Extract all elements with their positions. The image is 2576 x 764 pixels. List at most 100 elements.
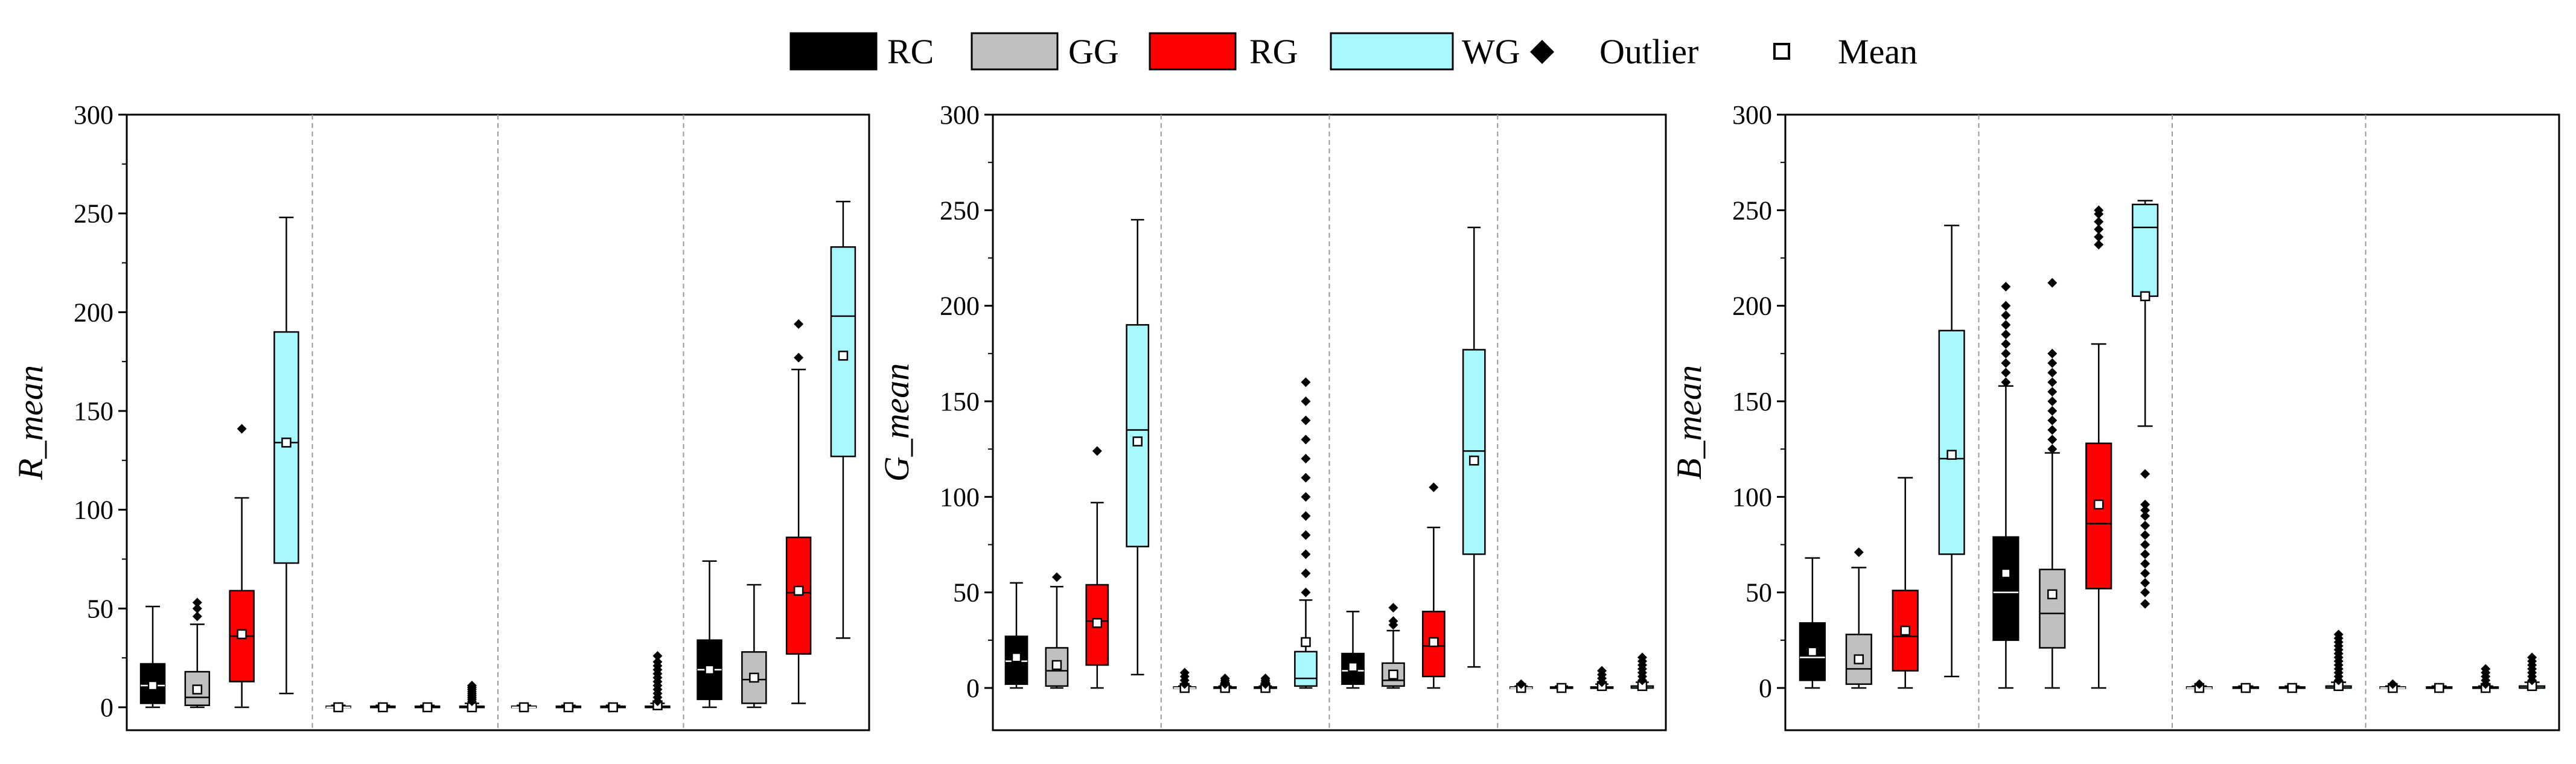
outlier-point (794, 319, 804, 329)
box-gg-group-4 (1549, 683, 1573, 693)
box-gg-group-2 (370, 702, 396, 713)
box-iqr (2085, 442, 2112, 590)
outlier-point (2047, 377, 2058, 387)
box-wg-group-2 (459, 680, 485, 713)
outlier-point (2001, 310, 2011, 320)
legend: RC GG RG WG Outlier Mean (789, 32, 1918, 71)
box-gg-group-2 (2039, 278, 2066, 689)
outlier-point (2001, 301, 2011, 311)
outlier-point (2140, 505, 2150, 515)
outlier-point (1220, 673, 1230, 684)
outlier-point (1301, 492, 1311, 502)
box-iqr (1992, 536, 2020, 641)
box-gg-group-4 (741, 584, 767, 708)
box-wg-group-2 (1294, 377, 1318, 689)
y-tick-label: 300 (940, 100, 980, 130)
mean-marker (1468, 455, 1479, 466)
outlier-point (1301, 587, 1311, 597)
box-rc-group-1 (1799, 557, 1826, 689)
mean-marker (147, 680, 158, 691)
box-wg-group-1 (1938, 224, 1965, 678)
box-rg-group-3 (600, 702, 626, 713)
outlier-point (2140, 559, 2150, 569)
mean-marker (2001, 568, 2011, 579)
y-tick-label: 150 (940, 387, 980, 416)
mean-marker (378, 702, 388, 713)
outlier-point (2047, 415, 2058, 425)
mean-marker (2047, 589, 2058, 600)
outlier-point (1301, 530, 1311, 540)
legend-label-mean: Mean (1838, 32, 1918, 71)
mean-marker (237, 629, 247, 640)
outlier-point (2001, 377, 2011, 387)
y-tick-label: 200 (940, 291, 980, 321)
box-wg-group-1 (273, 216, 299, 695)
outlier-diamond-icon (1530, 40, 1554, 64)
outlier-point (2047, 358, 2058, 368)
legend-label-rc: RC (887, 32, 934, 71)
outlier-point (1597, 666, 1607, 676)
outlier-point (2047, 396, 2058, 406)
outlier-point (1260, 673, 1270, 684)
box-rg-group-2 (414, 702, 441, 713)
outlier-point (2094, 224, 2104, 234)
outlier-point (2001, 320, 2011, 330)
outlier-point (1388, 603, 1398, 613)
outlier-point (794, 352, 804, 363)
y-tick-label: 0 (1759, 673, 1772, 703)
outlier-point (2140, 599, 2150, 609)
box-rc-group-2 (1992, 282, 2020, 689)
box-rc-group-2 (325, 702, 351, 713)
box-rg-group-4 (2472, 664, 2499, 693)
mean-marker (2140, 291, 2150, 302)
outlier-point (192, 603, 202, 614)
outlier-point (2140, 540, 2150, 550)
y-tick-label: 300 (74, 100, 113, 130)
box-rc-group-4 (697, 560, 722, 708)
outlier-point (652, 651, 663, 661)
outlier-point (1092, 446, 1102, 456)
mean-marker (281, 438, 292, 448)
outlier-point (1301, 377, 1311, 387)
box-wg-group-1 (1126, 218, 1150, 676)
box-gg-group-3 (1382, 603, 1405, 689)
outlier-point (2001, 282, 2011, 291)
box-rg-group-2 (1254, 673, 1277, 693)
outlier-point (2333, 629, 2344, 640)
box-rc-group-1 (1004, 582, 1028, 689)
y-tick-label: 100 (74, 495, 113, 525)
outlier-point (2481, 664, 2491, 674)
mean-marker (518, 702, 529, 713)
mean-marker (749, 672, 759, 683)
outlier-point (652, 657, 663, 667)
outlier-point (2001, 368, 2011, 378)
chart-panel-2: 0 50 100 150 200 250 300 G_mean (877, 100, 1667, 731)
box-rc-group-3 (1341, 611, 1365, 689)
legend-swatch-rc (789, 32, 878, 71)
outlier-point (2094, 240, 2104, 250)
y-axis-label: G_mean (877, 363, 916, 482)
outlier-point (1301, 511, 1311, 521)
y-axis-label: R_mean (11, 365, 50, 480)
box-wg-group-4 (1630, 652, 1654, 692)
legend-label-wg: WG (1462, 32, 1520, 71)
outlier-point (2001, 329, 2011, 340)
legend-swatch-gg (971, 32, 1059, 71)
outlier-point (2140, 587, 2150, 597)
legend-label-rg: RG (1249, 32, 1298, 71)
box-gg-group-1 (184, 597, 211, 708)
box-rc-group-3 (511, 702, 537, 713)
outlier-point (2001, 358, 2011, 368)
outlier-point (192, 611, 202, 622)
box-iqr (1294, 651, 1318, 687)
outlier-point (2047, 444, 2058, 454)
outlier-point (2047, 278, 2058, 288)
outlier-point (2140, 511, 2150, 521)
box-iqr (1938, 329, 1965, 555)
y-tick-label: 250 (1732, 196, 1772, 225)
y-tick-label: 250 (940, 196, 980, 225)
box-rg-group-4 (785, 319, 812, 704)
legend-label-gg: GG (1068, 32, 1119, 71)
box-rg-group-2 (2085, 205, 2112, 689)
outlier-point (2140, 549, 2150, 559)
